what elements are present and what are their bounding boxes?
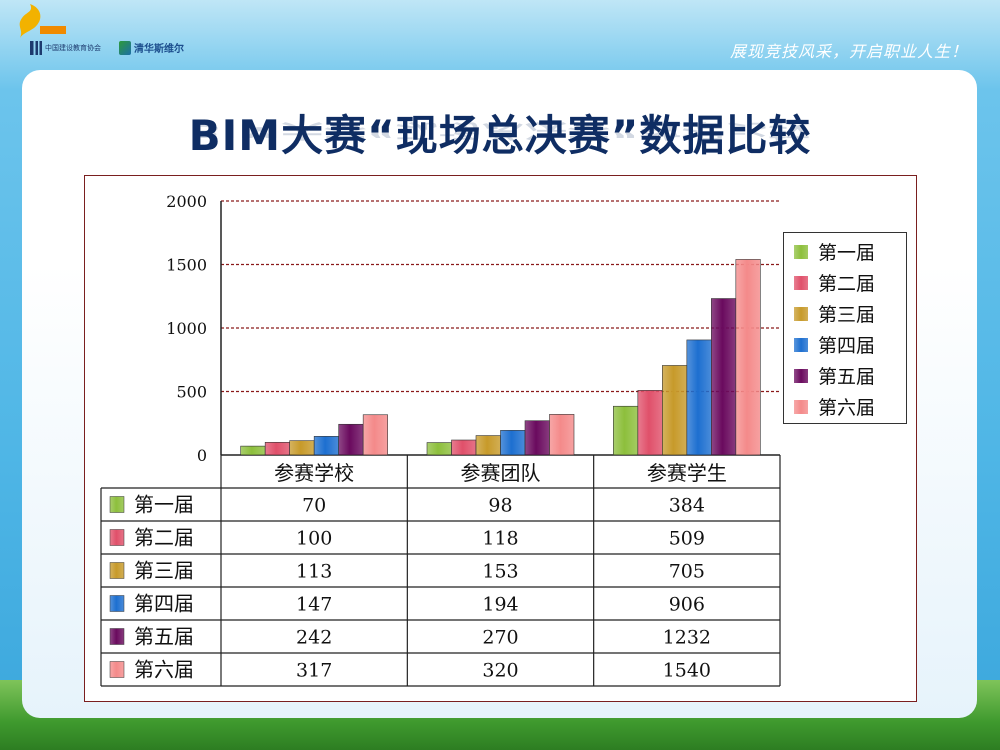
- bar: [549, 414, 575, 456]
- bar: [686, 339, 712, 456]
- legend-label: 第六届: [818, 397, 876, 419]
- table-value: 100: [296, 528, 332, 550]
- table-value: 270: [482, 627, 518, 649]
- bar: [313, 436, 339, 456]
- logo-cceea: 中国建设教育协会: [30, 40, 101, 55]
- bar: [662, 365, 688, 456]
- legend-swatch: [794, 306, 808, 321]
- table-value: 113: [296, 561, 332, 583]
- bar: [524, 420, 550, 456]
- table-value: 509: [669, 528, 705, 550]
- competition-badge-icon: [19, 4, 66, 38]
- bar: [475, 435, 501, 456]
- table-value: 194: [482, 594, 518, 616]
- legend-label: 第五届: [818, 366, 876, 388]
- bar: [637, 390, 663, 456]
- bar: [362, 414, 388, 456]
- table-value: 317: [296, 660, 332, 682]
- category-label: 参赛团队: [461, 461, 541, 485]
- table-value: 118: [482, 528, 518, 550]
- table-value: 242: [296, 627, 332, 649]
- building-logo-icon: [30, 40, 42, 55]
- y-tick-label: 2000: [166, 192, 207, 211]
- legend-swatch: [794, 368, 808, 383]
- table-value: 1232: [663, 627, 711, 649]
- legend-item: 第一届: [794, 238, 875, 265]
- table-value: 70: [302, 495, 326, 517]
- legend-label: 第四届: [818, 335, 876, 357]
- bar: [735, 259, 761, 456]
- table-value: 98: [488, 495, 512, 517]
- category-label: 参赛学生: [647, 461, 727, 485]
- table-series-label: 第四届: [134, 592, 194, 616]
- legend-swatch: [794, 399, 808, 414]
- table-value: 705: [669, 561, 705, 583]
- legend-swatch: [794, 275, 808, 290]
- table-series-label: 第二届: [134, 526, 194, 550]
- bar: [613, 405, 639, 456]
- table-value: 906: [669, 594, 705, 616]
- legend-item: 第五届: [794, 362, 875, 389]
- table-value: 384: [669, 495, 705, 517]
- table-series-label: 第三届: [134, 559, 194, 583]
- table-value: 147: [296, 594, 332, 616]
- table-series-label: 第六届: [134, 658, 194, 682]
- legend-item: 第四届: [794, 331, 875, 358]
- table-value: 320: [482, 660, 518, 682]
- legend-swatch: [794, 337, 808, 352]
- page-title: BIM大赛“现场总决赛”数据比较: [188, 111, 812, 160]
- bar: [264, 441, 290, 456]
- table-value: 1540: [663, 660, 711, 682]
- table-legend-swatch: [109, 496, 125, 513]
- bar: [451, 439, 477, 456]
- bar: [500, 430, 526, 456]
- table-series-label: 第五届: [134, 625, 194, 649]
- y-tick-label: 1000: [166, 319, 207, 338]
- table-legend-swatch: [109, 661, 125, 678]
- legend-label: 第一届: [818, 242, 876, 264]
- logo-thsware: 清华斯维尔: [119, 40, 184, 55]
- table-legend-swatch: [109, 529, 125, 546]
- table-legend-swatch: [109, 595, 125, 612]
- bar: [289, 440, 315, 456]
- legend-item: 第二届: [794, 269, 875, 296]
- y-tick-label: 0: [197, 446, 207, 465]
- y-tick-label: 500: [176, 383, 207, 402]
- category-label: 参赛学校: [274, 461, 354, 485]
- logo-group: 中国建设教育协会 清华斯维尔: [30, 40, 184, 55]
- legend-item: 第三届: [794, 300, 875, 327]
- slogan: 展现竞技风采，开启职业人生！: [729, 42, 968, 61]
- bar: [338, 423, 364, 456]
- table-legend-swatch: [109, 628, 125, 645]
- bar: [426, 442, 452, 456]
- legend-item: 第六届: [794, 393, 875, 420]
- legend-swatch: [794, 244, 808, 259]
- chart-legend: 第一届第二届第三届第四届第五届第六届: [783, 232, 907, 424]
- table-series-label: 第一届: [134, 493, 194, 517]
- bar: [240, 445, 266, 456]
- y-tick-label: 1500: [166, 256, 207, 275]
- table-legend-swatch: [109, 562, 125, 579]
- legend-label: 第二届: [818, 273, 876, 295]
- logo2-text: 清华斯维尔: [134, 44, 184, 55]
- header-bar: 中国建设教育协会 清华斯维尔 展现竞技风采，开启职业人生！: [0, 0, 1000, 64]
- bar: [711, 298, 737, 456]
- logo1-text: 中国建设教育协会: [45, 43, 101, 52]
- thsware-logo-icon: [119, 40, 131, 55]
- table-value: 153: [482, 561, 518, 583]
- legend-label: 第三届: [818, 304, 876, 326]
